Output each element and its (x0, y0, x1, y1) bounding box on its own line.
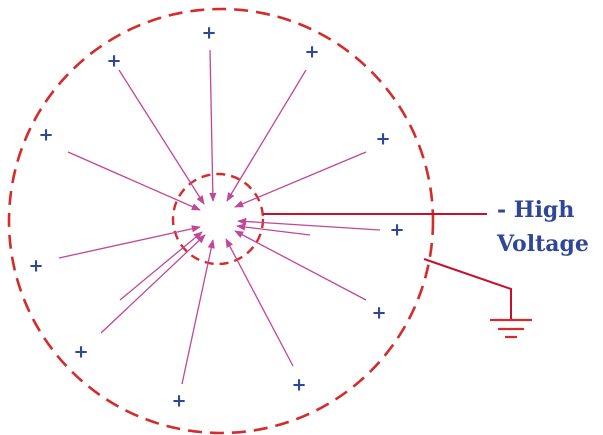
positive-charge-icon: + (389, 220, 404, 241)
field-line (225, 238, 294, 367)
positive-charge-icon: + (73, 342, 88, 363)
positive-charge-icon: + (291, 375, 306, 396)
ground-icon (490, 318, 532, 339)
ground-wire (423, 258, 512, 320)
positive-charge-icon: + (106, 51, 121, 72)
field-line (209, 49, 217, 202)
positive-charge-icon: + (38, 125, 53, 146)
field-line (119, 231, 203, 301)
field-line (58, 225, 201, 259)
field-line (234, 230, 367, 301)
positive-charge-icon: + (304, 42, 319, 63)
positive-charge-icon: + (375, 129, 390, 150)
field-line (181, 239, 215, 385)
high-voltage-label-line2: Voltage (496, 231, 589, 257)
field-lines (58, 49, 381, 385)
field-line (118, 69, 205, 205)
field-line (237, 217, 381, 231)
positive-charge-icon: + (171, 391, 186, 412)
field-line (100, 234, 206, 334)
positive-charge-icon: + (371, 303, 386, 324)
inner-electrode (171, 172, 265, 266)
high-voltage-label-line1: - High (497, 197, 574, 223)
field-line (67, 151, 201, 211)
field-line (234, 151, 367, 208)
positive-charge-icon: + (28, 256, 43, 277)
positive-charges: + + + + + + + + + + + (28, 23, 404, 412)
positive-charge-icon: + (201, 23, 216, 44)
outer-electrode (7, 7, 435, 435)
field-line (236, 223, 311, 236)
field-line (226, 69, 307, 202)
